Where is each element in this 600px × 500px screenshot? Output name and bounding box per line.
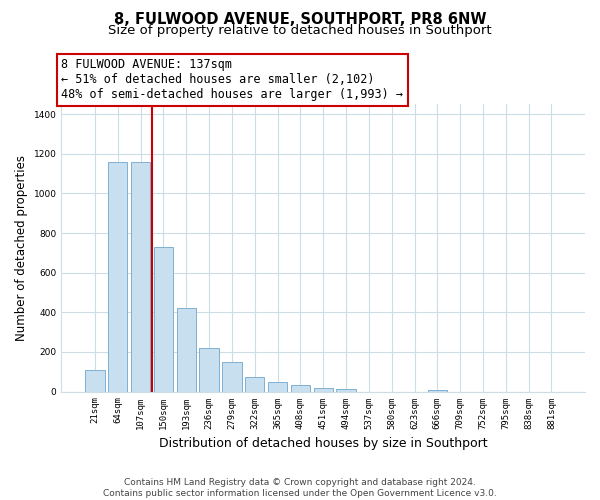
Text: Contains HM Land Registry data © Crown copyright and database right 2024.
Contai: Contains HM Land Registry data © Crown c… [103, 478, 497, 498]
Bar [154, 247, 173, 392]
Bar [108, 162, 127, 392]
Text: Size of property relative to detached houses in Southport: Size of property relative to detached ho… [108, 24, 492, 37]
Bar [131, 162, 150, 392]
Bar [314, 388, 333, 392]
Bar [222, 362, 242, 392]
Bar [199, 348, 219, 392]
Bar [85, 370, 104, 392]
Bar [428, 390, 447, 392]
Bar [337, 389, 356, 392]
Bar [268, 382, 287, 392]
Text: 8, FULWOOD AVENUE, SOUTHPORT, PR8 6NW: 8, FULWOOD AVENUE, SOUTHPORT, PR8 6NW [114, 12, 486, 28]
Bar [176, 308, 196, 392]
Y-axis label: Number of detached properties: Number of detached properties [15, 155, 28, 341]
Text: 8 FULWOOD AVENUE: 137sqm
← 51% of detached houses are smaller (2,102)
48% of sem: 8 FULWOOD AVENUE: 137sqm ← 51% of detach… [61, 58, 403, 102]
X-axis label: Distribution of detached houses by size in Southport: Distribution of detached houses by size … [159, 437, 488, 450]
Bar [245, 376, 265, 392]
Bar [290, 385, 310, 392]
